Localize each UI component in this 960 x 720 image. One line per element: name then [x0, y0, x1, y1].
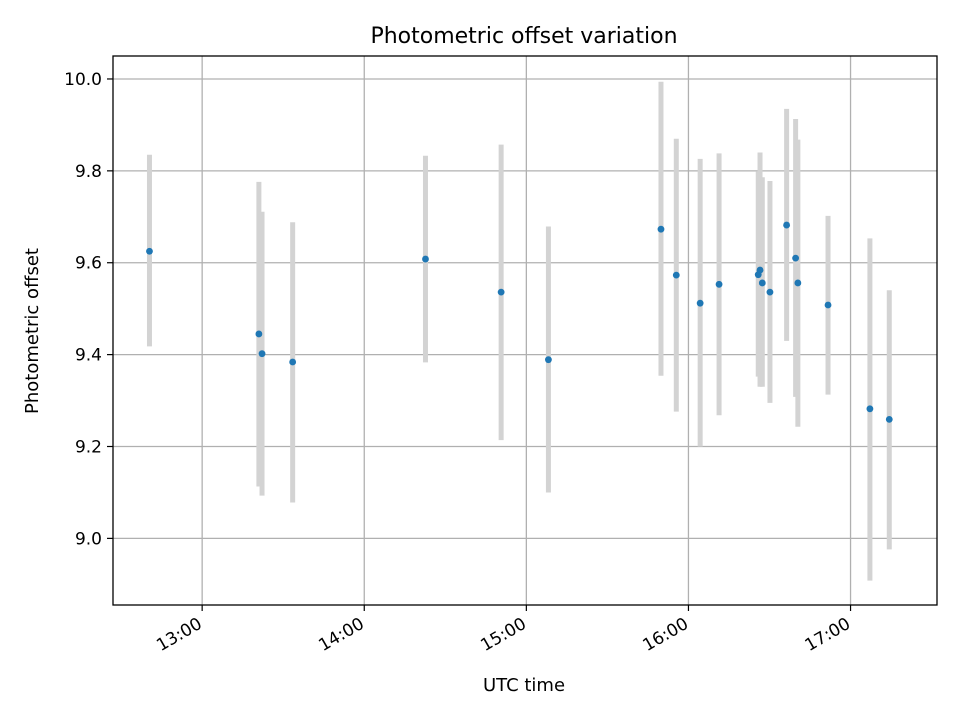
data-point — [258, 350, 266, 358]
data-point — [766, 288, 774, 296]
chart-title: Photometric offset variation — [370, 24, 677, 49]
data-point — [758, 279, 766, 287]
data-point — [756, 266, 764, 274]
y-axis-ticks: 9.0 9.2 9.4 9.6 9.8 10.0 — [64, 70, 113, 549]
data-point — [146, 247, 153, 255]
data-point — [696, 299, 704, 307]
data-point — [657, 225, 665, 233]
data-point — [255, 330, 263, 338]
x-axis-label: UTC time — [483, 675, 565, 696]
y-tick-label: 9.8 — [75, 162, 102, 182]
y-tick-label: 9.0 — [75, 529, 102, 549]
data-point — [866, 405, 874, 413]
data-point — [792, 254, 800, 262]
data-point — [783, 221, 791, 229]
y-tick-label: 9.4 — [75, 346, 102, 366]
data-points — [146, 221, 893, 423]
plot-frame — [112, 55, 938, 606]
y-tick-label: 9.6 — [75, 254, 102, 274]
data-point — [715, 280, 723, 288]
data-point — [672, 271, 680, 279]
y-axis-label: Photometric offset — [22, 248, 43, 414]
data-point — [885, 415, 893, 423]
y-tick-label: 9.2 — [75, 438, 102, 458]
data-point — [545, 356, 552, 364]
y-tick-label: 10.0 — [64, 70, 102, 90]
data-point — [824, 301, 832, 309]
data-point — [794, 279, 802, 287]
data-point — [422, 255, 429, 263]
data-point — [497, 288, 505, 296]
data-point — [289, 358, 297, 366]
